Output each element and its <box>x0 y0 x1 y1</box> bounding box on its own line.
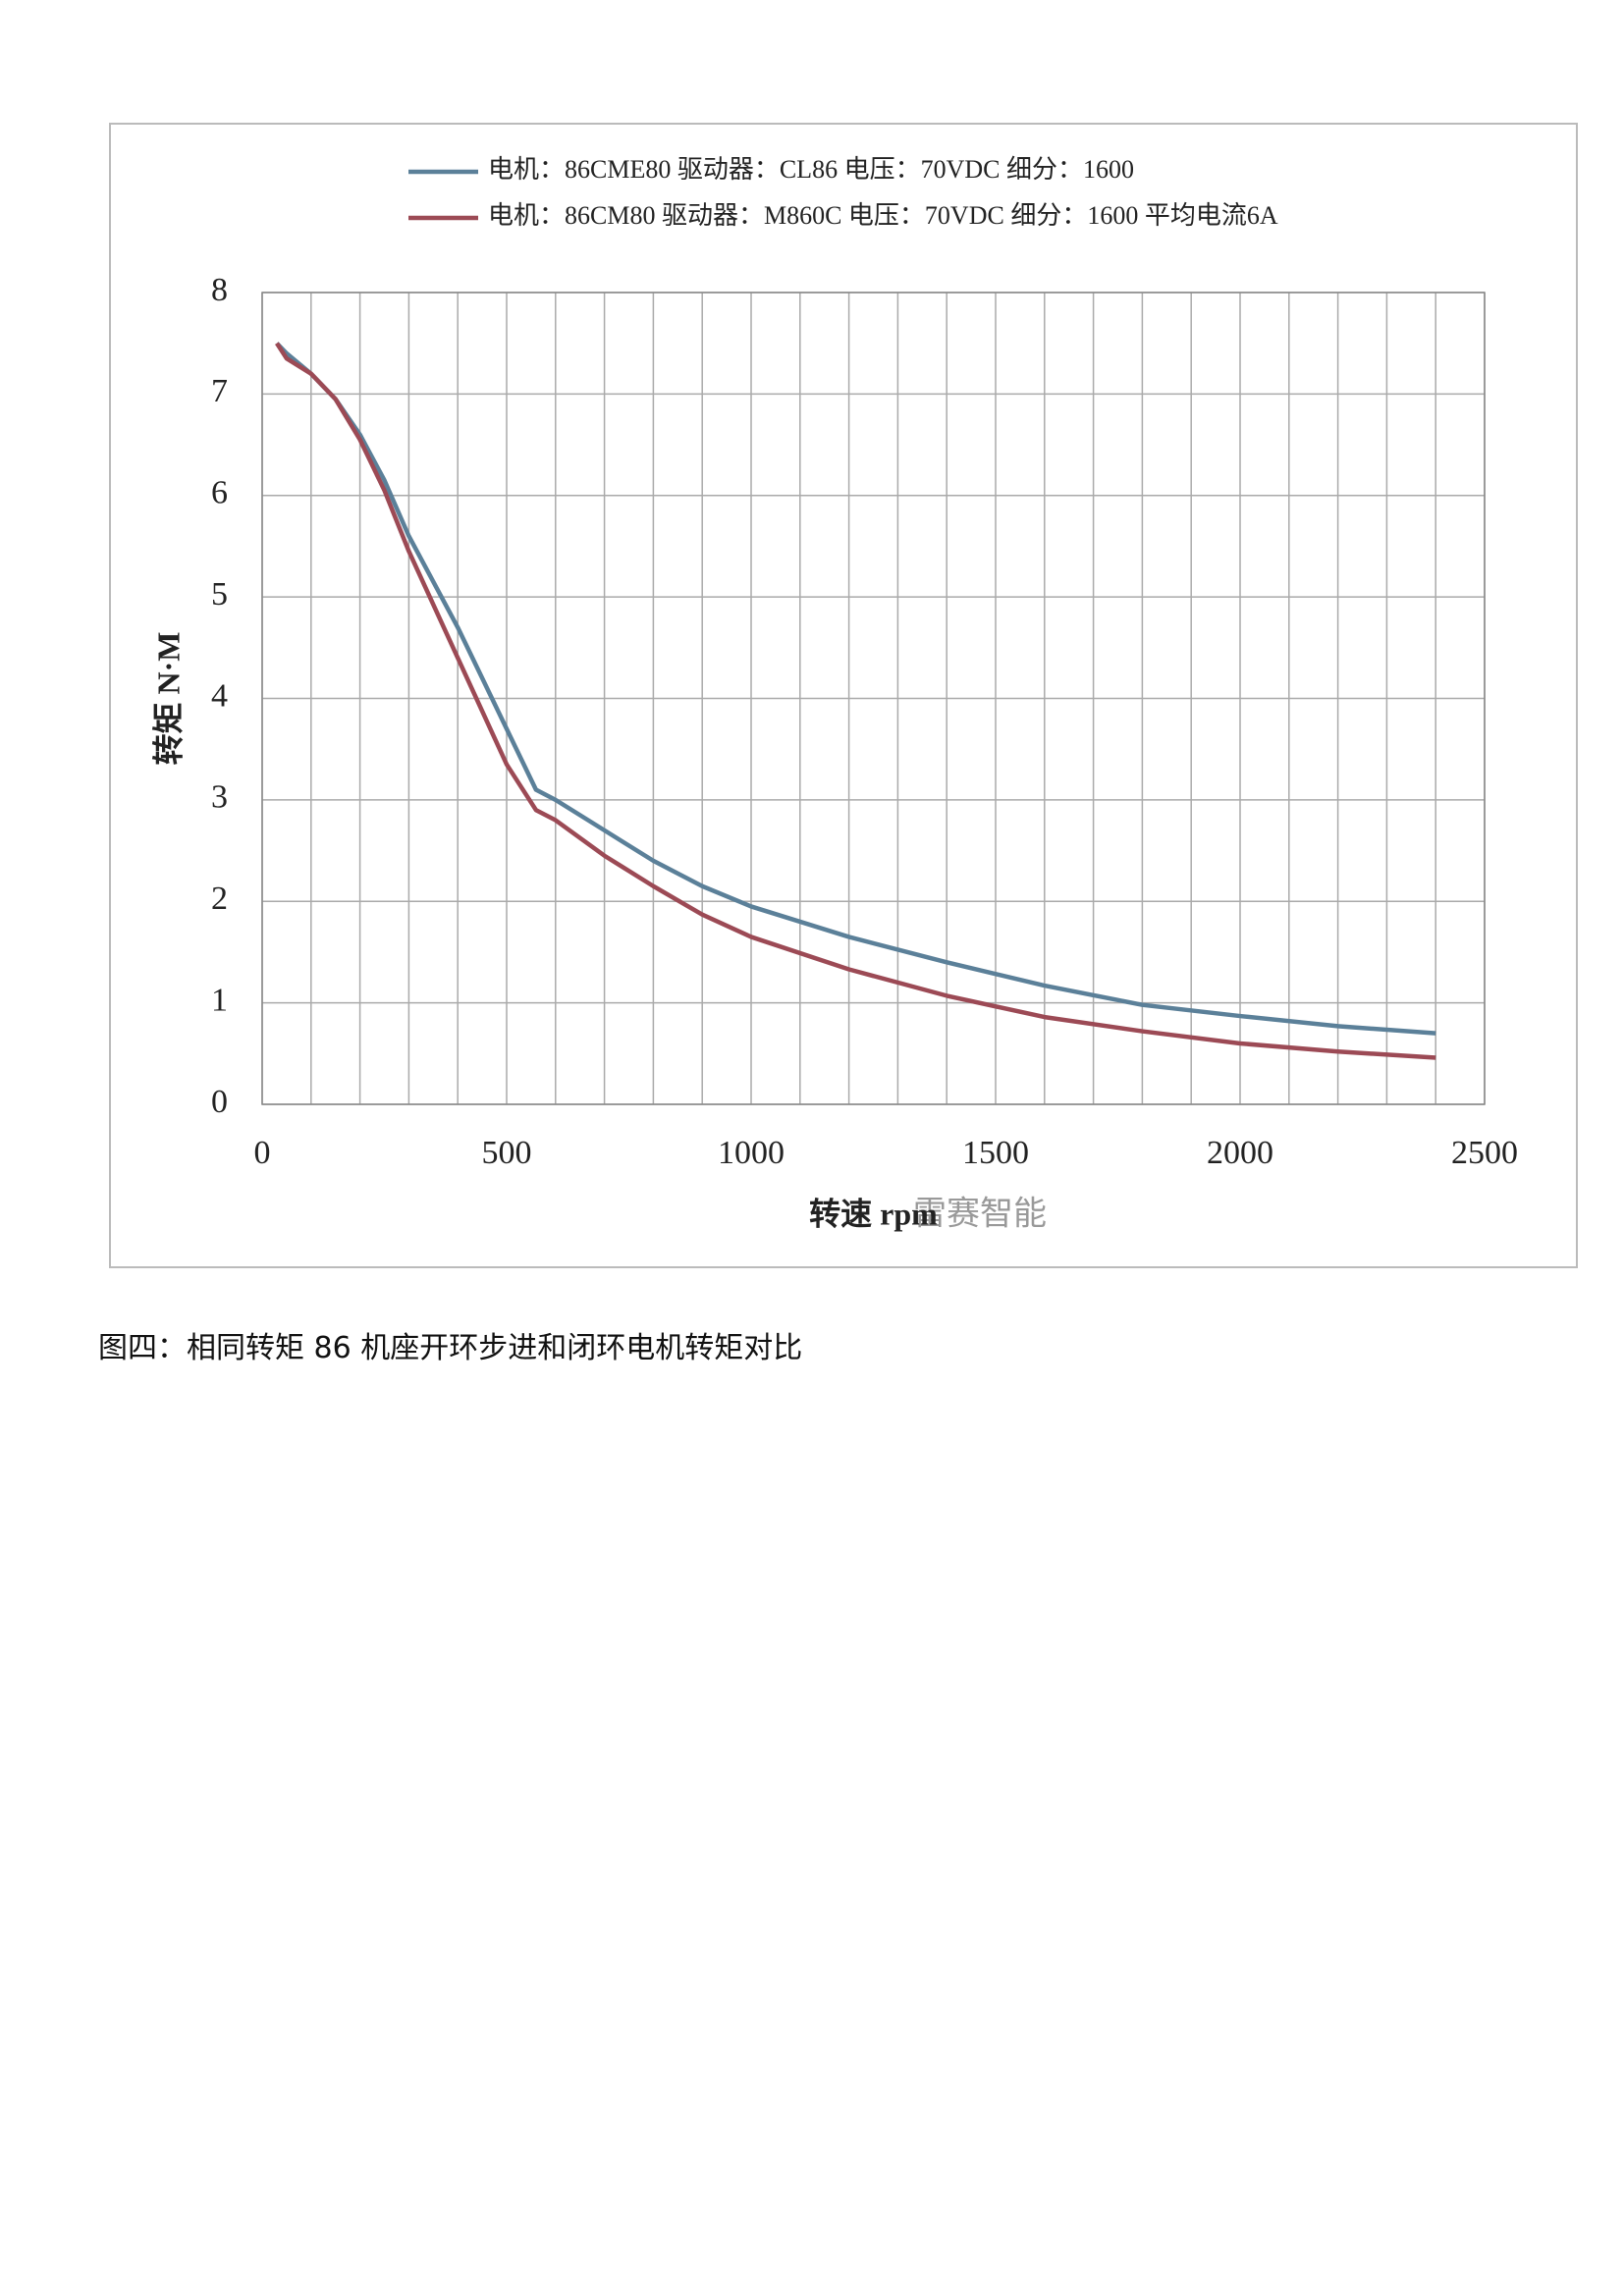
chart: 雷赛智能 0 1 2 3 4 5 6 7 8 0 500 1000 1500 2000 2500 转速 rpm… <box>109 123 1578 1268</box>
legend-label: 电机：86CME80 驱动器：CL86 电压：70VDC 细分：1600 <box>488 155 1134 184</box>
x-tick-label: 1000 <box>718 1135 785 1171</box>
series-line <box>275 342 1436 1060</box>
caption: 图四：相同转矩 86 机座开环步进和闭环电机转矩对比 <box>98 1331 803 1365</box>
x-tick-label: 0 <box>254 1135 271 1171</box>
y-tick-label: 5 <box>211 576 228 613</box>
y-tick-label: 6 <box>211 475 228 511</box>
x-tick-label: 2000 <box>1207 1135 1273 1171</box>
x-tick-label: 2500 <box>1451 1135 1518 1171</box>
y-tick-label: 0 <box>211 1084 228 1120</box>
x-tick-label: 1500 <box>962 1135 1029 1171</box>
y-tick-label: 7 <box>211 373 228 409</box>
x-tick-label: 500 <box>482 1135 532 1171</box>
y-tick-label: 3 <box>211 779 228 816</box>
y-tick-label: 1 <box>211 982 228 1018</box>
y-axis-label: 转矩 N·M <box>150 632 186 766</box>
x-axis-label: 转速 rpm <box>809 1196 938 1231</box>
plot-frame <box>261 292 1486 1105</box>
watermark: 雷赛智能 <box>913 1195 1047 1234</box>
y-tick-label: 4 <box>211 677 228 714</box>
y-tick-label: 8 <box>211 272 228 308</box>
chart-frame <box>109 123 1578 1268</box>
y-tick-label: 2 <box>211 881 228 917</box>
legend-label: 电机：86CM80 驱动器：M860C 电压：70VDC 细分：1600 平均电… <box>488 201 1278 230</box>
